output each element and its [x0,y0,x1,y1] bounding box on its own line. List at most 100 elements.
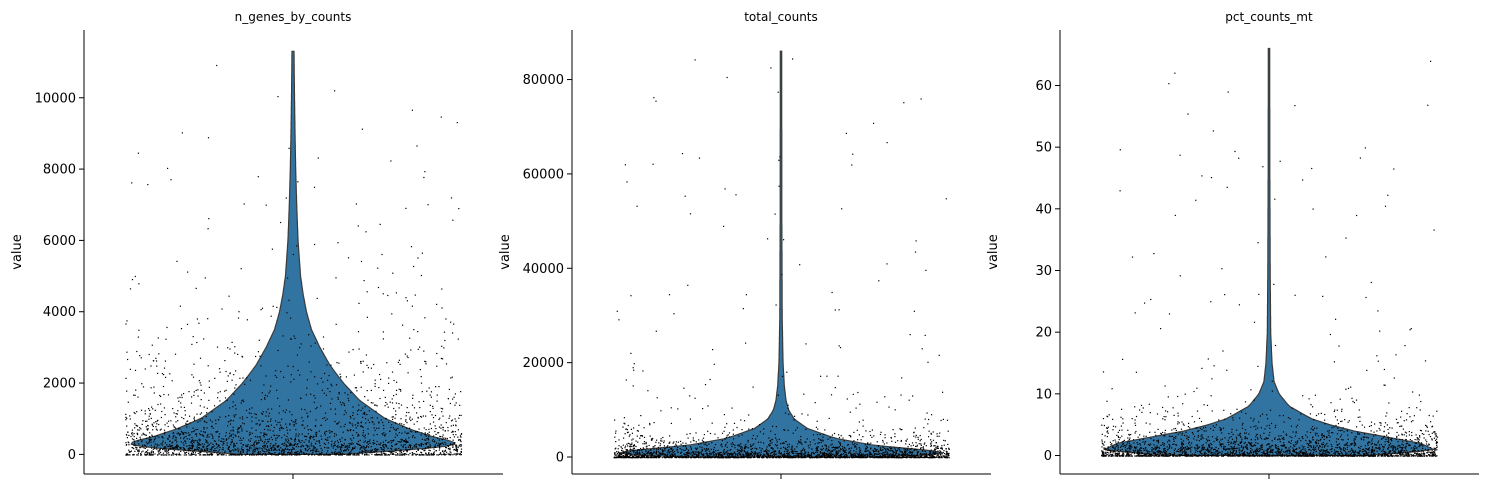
data-point [366,291,368,293]
data-point [858,453,860,455]
data-point [445,453,447,455]
data-point [420,444,422,446]
data-point [386,403,388,405]
data-point [424,439,426,441]
data-point [198,438,200,440]
data-point [713,452,715,454]
data-point [240,452,242,454]
data-point [162,440,164,442]
data-point [809,454,811,456]
data-point [350,417,352,419]
data-point [900,457,902,459]
data-point [216,454,218,456]
data-point [645,451,647,453]
data-point [358,451,360,453]
data-point [900,429,902,431]
data-point [941,445,943,447]
data-point [938,354,940,356]
data-point [309,428,311,431]
data-point [814,443,816,445]
data-point [169,440,171,442]
data-point [713,363,715,365]
data-point [686,448,688,450]
data-point [807,455,809,457]
data-point [831,291,833,294]
data-point [268,438,271,440]
data-point [316,453,318,455]
data-point [616,451,618,453]
data-point [873,454,875,456]
data-point [830,452,832,454]
data-point [647,452,649,455]
data-point [197,444,199,446]
data-point [289,452,291,454]
data-point [911,447,913,449]
data-point [408,449,410,451]
data-point [248,449,250,451]
data-point [188,449,190,452]
data-point [241,454,243,456]
data-point [322,348,325,350]
data-point [253,442,255,444]
data-point [726,423,728,425]
data-point [917,451,919,453]
data-point [207,137,210,139]
data-point [803,453,805,455]
data-point [818,454,820,456]
data-point [337,242,339,244]
data-point [249,447,251,449]
data-point [351,423,353,425]
data-point [429,404,431,406]
data-point [768,437,770,439]
data-point [140,441,143,443]
data-point [141,434,143,436]
data-point [797,454,799,456]
data-point [166,444,168,446]
data-point [711,455,713,457]
data-point [372,402,374,404]
data-point [127,454,129,456]
data-point [384,405,386,407]
data-point [194,433,197,435]
data-point [405,207,407,209]
data-point [869,455,871,457]
data-point [280,452,282,454]
data-point [379,444,381,446]
data-point [229,348,231,350]
data-point [236,442,238,444]
data-point [148,408,150,410]
data-point [934,452,936,454]
data-point [306,436,308,438]
data-point [159,453,161,455]
data-point [127,431,129,433]
data-point [454,442,456,444]
data-point [251,427,253,429]
data-point [805,456,807,459]
data-point [715,455,717,457]
data-point [658,442,660,444]
data-point [915,455,917,457]
data-point [192,453,194,455]
data-point [690,441,692,443]
data-point [392,453,394,455]
data-point [152,454,154,456]
data-point [796,427,798,429]
data-point [656,448,658,450]
data-point [428,434,430,436]
data-point [227,347,229,349]
data-point [859,449,862,452]
data-point [348,400,350,402]
data-point [860,457,862,459]
data-point [744,445,746,447]
data-point [413,423,415,425]
jitter-points [125,64,463,456]
data-point [812,434,815,436]
data-point [309,438,311,440]
data-point [191,343,193,345]
data-point [849,450,852,452]
data-point [703,454,705,457]
data-point [902,455,904,457]
data-point [337,445,339,447]
data-point [774,453,776,455]
data-point [216,431,218,433]
